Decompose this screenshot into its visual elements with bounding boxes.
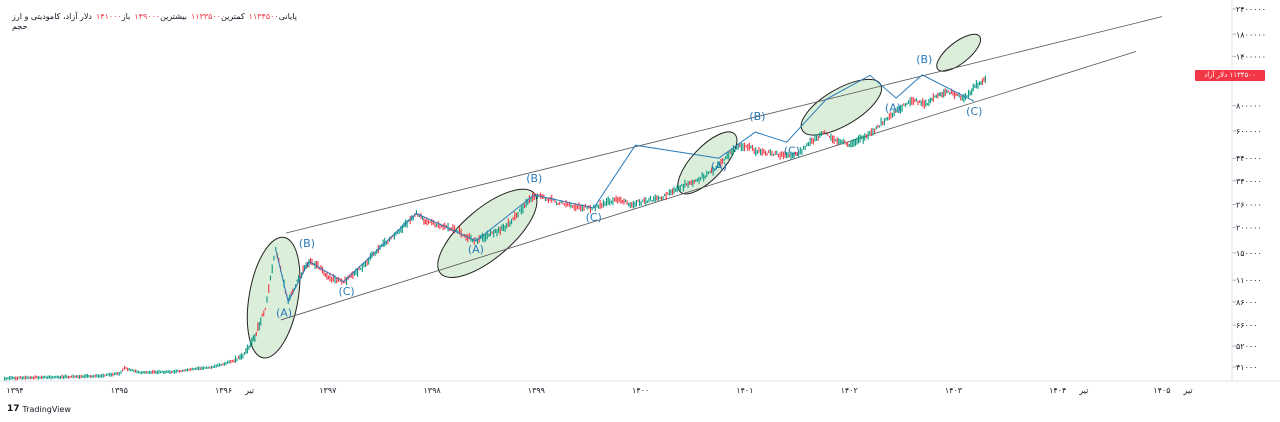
x-tick-label: ۱۴۰۳: [945, 386, 963, 395]
price-series: [4, 75, 986, 381]
y-tick-label: ۲۰۰۰۰۰: [1236, 224, 1262, 233]
x-tick-label: ۱۴۰۱: [736, 386, 753, 395]
ellipses: [246, 33, 982, 359]
x-tick-label: تیر: [1078, 386, 1088, 395]
wave-label: (B): [526, 172, 542, 185]
wave-label: (C): [586, 211, 602, 224]
x-tick-label: ۱۳۹۹: [528, 386, 545, 395]
y-tick-label: ۳۴۰۰۰۰: [1236, 177, 1262, 186]
x-tick-label: ۱۳۹۴: [6, 386, 23, 395]
wave-label: (B): [749, 110, 765, 123]
y-tick-label: ۴۱۰۰۰: [1236, 363, 1257, 372]
y-tick-label: ۲۴۰۰۰۰۰: [1236, 5, 1266, 14]
y-tick-label: ۵۲۰۰۰: [1236, 342, 1257, 351]
wave-lines: [275, 74, 975, 304]
x-axis: ۱۳۹۴ ۱۳۹۵ ۱۳۹۶ تیر ۱۳۹۷ ۱۳۹۸ ۱۳۹۹ ۱۴۰۰ ۱۴۰۱ ۱۴۰۲ ۱…: [6, 386, 1192, 395]
channel-upper-line: [286, 16, 1163, 234]
wave-labels: (A) (B) (C) (A) (B) (C) (A) (B) (C) (A) (B) (C): [276, 53, 982, 319]
x-tick-label: تیر: [244, 386, 254, 395]
x-tick-label: ۱۴۰۴: [1049, 386, 1066, 395]
y-tick-label: ۲۶۰۰۰۰: [1236, 201, 1262, 210]
x-tick-label: تیر: [1183, 386, 1193, 395]
wave-label: (C): [784, 145, 800, 158]
high-value: بیشترین۱۴۹۰۰۰: [134, 12, 187, 21]
x-tick-label: ۱۳۹۵: [111, 386, 128, 395]
y-tick-label: ۶۶۰۰۰: [1236, 321, 1257, 330]
y-tick-label: ۱۸۰۰۰۰۰: [1236, 30, 1266, 39]
y-tick-label: ۴۴۰۰۰۰: [1236, 154, 1262, 163]
abc-wave-line: [275, 74, 975, 304]
wave-label: (B): [916, 53, 932, 66]
price-tag-value: ۱۱۳۴۵۰۰: [1229, 71, 1256, 79]
x-tick-label: ۱۳۹۶: [215, 386, 232, 395]
open-value: باز۱۴۱۰۰۰: [95, 12, 131, 21]
price-tag-label: دلار آزاد: [1204, 71, 1228, 79]
x-tick-label: ۱۳۹۸: [423, 386, 441, 395]
wave-label: (B): [299, 237, 315, 250]
impulse-ellipse: [246, 236, 301, 359]
wave-label: (C): [338, 285, 354, 298]
y-tick-label: ۱۴۰۰۰۰۰: [1236, 52, 1266, 61]
tradingview-name: TradingView: [22, 404, 71, 414]
tradingview-logo[interactable]: 17 TradingView: [7, 404, 71, 414]
close-value: پایانی۱۱۳۴۵۰۰: [248, 12, 297, 21]
last-price-tag: ۱۱۳۴۵۰۰ دلار آزاد: [1195, 70, 1265, 81]
legend-header: دلار آزاد، کامودیتی و ارز باز۱۴۱۰۰۰ بیشت…: [12, 11, 297, 22]
x-tick-label: ۱۳۹۷: [319, 386, 337, 395]
y-tick-label: ۱۵۰۰۰۰: [1236, 249, 1262, 258]
wave-label: (A): [711, 160, 727, 173]
x-tick-label: ۱۴۰۰: [632, 386, 649, 395]
wave-label: (A): [276, 306, 292, 319]
y-tick-label: ۶۰۰۰۰۰: [1236, 127, 1262, 136]
tradingview-logo-icon: 17: [7, 404, 20, 414]
y-tick-label: ۱۱۰۰۰۰: [1236, 276, 1262, 285]
y-axis: ۲۴۰۰۰۰۰ ۱۸۰۰۰۰۰ ۱۴۰۰۰۰۰ ۸۰۰۰۰۰ ۶۰۰۰۰۰ ۴۴۰۰۰۰ ۳…: [1232, 5, 1266, 372]
y-tick-label: ۸۰۰۰۰۰: [1236, 102, 1262, 111]
volume-label[interactable]: حجم: [12, 22, 28, 31]
channel-lines: [280, 16, 1163, 321]
channel-lower-line: [280, 51, 1137, 321]
x-tick-label: ۱۴۰۲: [841, 386, 858, 395]
impulse-ellipse: [936, 33, 982, 72]
wave-label: (A): [885, 101, 901, 114]
x-tick-label: ۱۴۰۵: [1153, 386, 1170, 395]
y-tick-label: ۸۶۰۰۰: [1236, 298, 1257, 307]
low-value: کمترین۱۱۳۳۵۰۰: [190, 12, 245, 21]
impulse-ellipse: [677, 131, 738, 195]
wave-label: (A): [468, 243, 484, 256]
symbol-title[interactable]: دلار آزاد، کامودیتی و ارز: [12, 12, 92, 21]
wave-label: (C): [966, 105, 982, 118]
